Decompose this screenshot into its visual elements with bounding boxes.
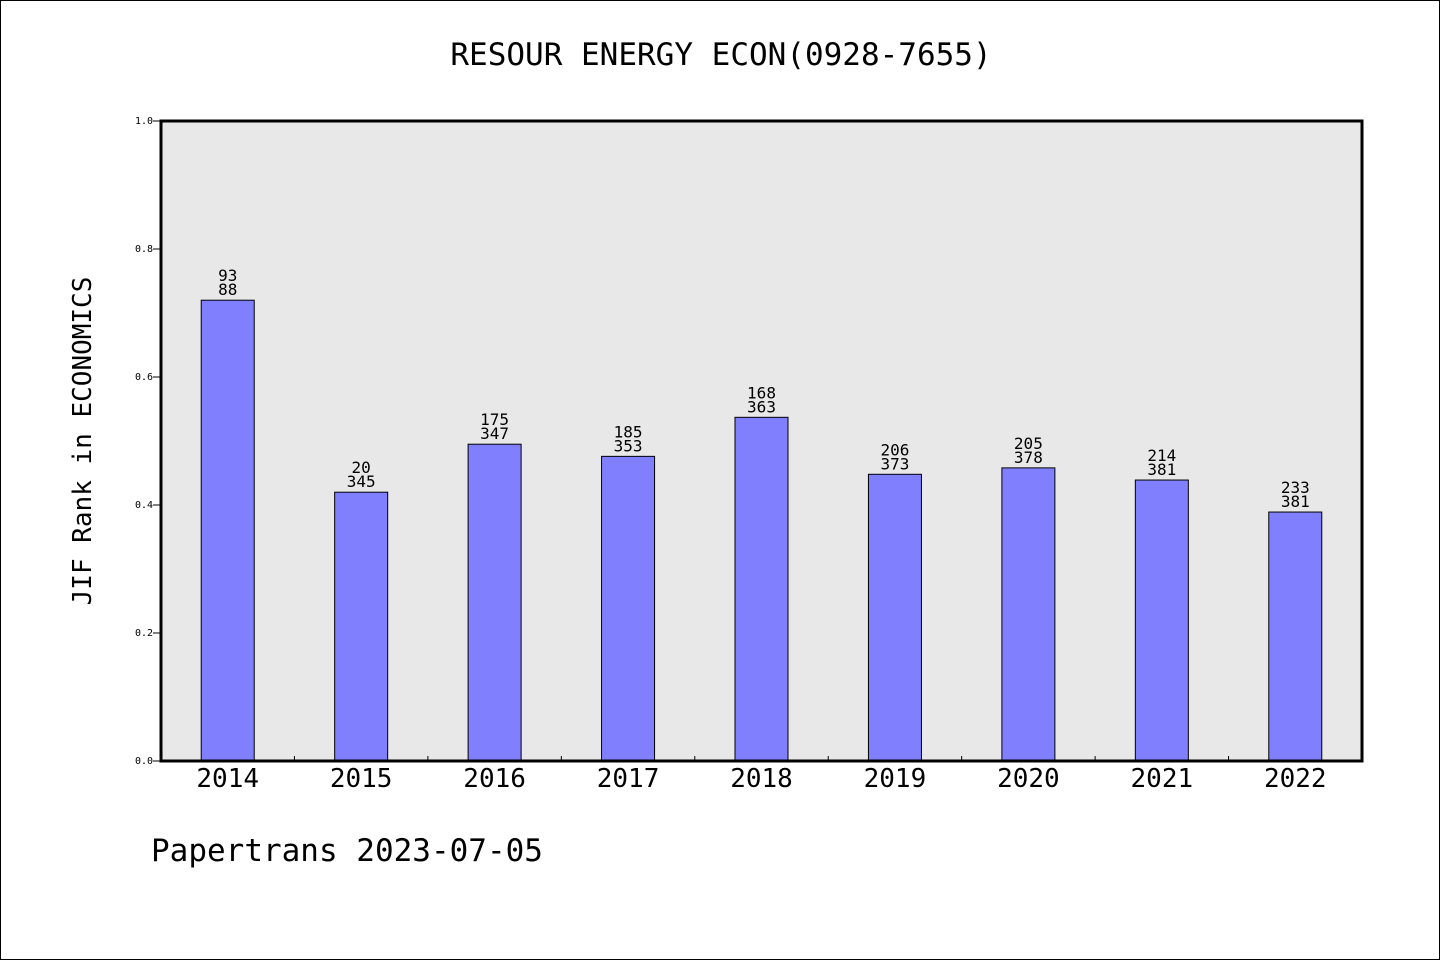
bar-total-label: 345: [347, 472, 376, 491]
bar: [867, 473, 922, 762]
bar-total-label: 353: [614, 436, 643, 455]
y-tick-label: 0.4: [135, 500, 153, 511]
x-tick-label: 2019: [864, 764, 927, 794]
bar: [1134, 479, 1189, 762]
x-tick-label: 2018: [730, 764, 793, 794]
bar: [1268, 511, 1323, 762]
bar: [200, 299, 255, 762]
plot-frame: [159, 119, 1364, 763]
x-tick-label: 2020: [997, 764, 1060, 794]
x-tick-label: 2021: [1131, 764, 1194, 794]
bar-rank-label: 214: [1147, 446, 1176, 465]
chart-title: RESOUR ENERGY ECON(0928-7655): [450, 37, 992, 73]
x-tick-label: 2022: [1264, 764, 1327, 794]
x-tick-label: 2015: [330, 764, 393, 794]
bar: [334, 491, 389, 762]
bar-total-label: 347: [480, 424, 509, 443]
bar: [734, 416, 789, 762]
bar-rank-label: 20: [352, 458, 371, 477]
bar: [601, 455, 656, 762]
y-tick-label: 0.6: [135, 372, 153, 383]
bar-total-label: 381: [1147, 460, 1176, 479]
bar-total-label: 381: [1281, 492, 1310, 511]
bar-total-label: 363: [747, 397, 776, 416]
y-tick-label: 1.0: [135, 116, 153, 127]
bar-total-label: 378: [1014, 448, 1043, 467]
bar-rank-label: 233: [1281, 478, 1310, 497]
bar-rank-label: 205: [1014, 434, 1043, 453]
bar: [1001, 467, 1056, 762]
y-tick-label: 0.8: [135, 244, 153, 255]
bar-total-label: 88: [218, 280, 237, 299]
x-tick-label: 2014: [196, 764, 259, 794]
bar-rank-label: 168: [747, 383, 776, 402]
x-tick-label: 2017: [597, 764, 660, 794]
y-tick-label: 0.0: [135, 756, 153, 767]
bar-rank-label: 185: [614, 422, 643, 441]
bar-rank-label: 175: [480, 410, 509, 429]
bar-total-label: 373: [880, 454, 909, 473]
y-axis-label: JIF Rank in ECONOMICS: [68, 277, 98, 606]
bar-rank-label: 93: [218, 266, 237, 285]
x-tick-label: 2016: [463, 764, 526, 794]
footer-note: Papertrans 2023-07-05: [151, 833, 543, 869]
bar-rank-label: 206: [880, 440, 909, 459]
bar: [467, 443, 522, 762]
y-tick-label: 0.2: [135, 628, 153, 639]
